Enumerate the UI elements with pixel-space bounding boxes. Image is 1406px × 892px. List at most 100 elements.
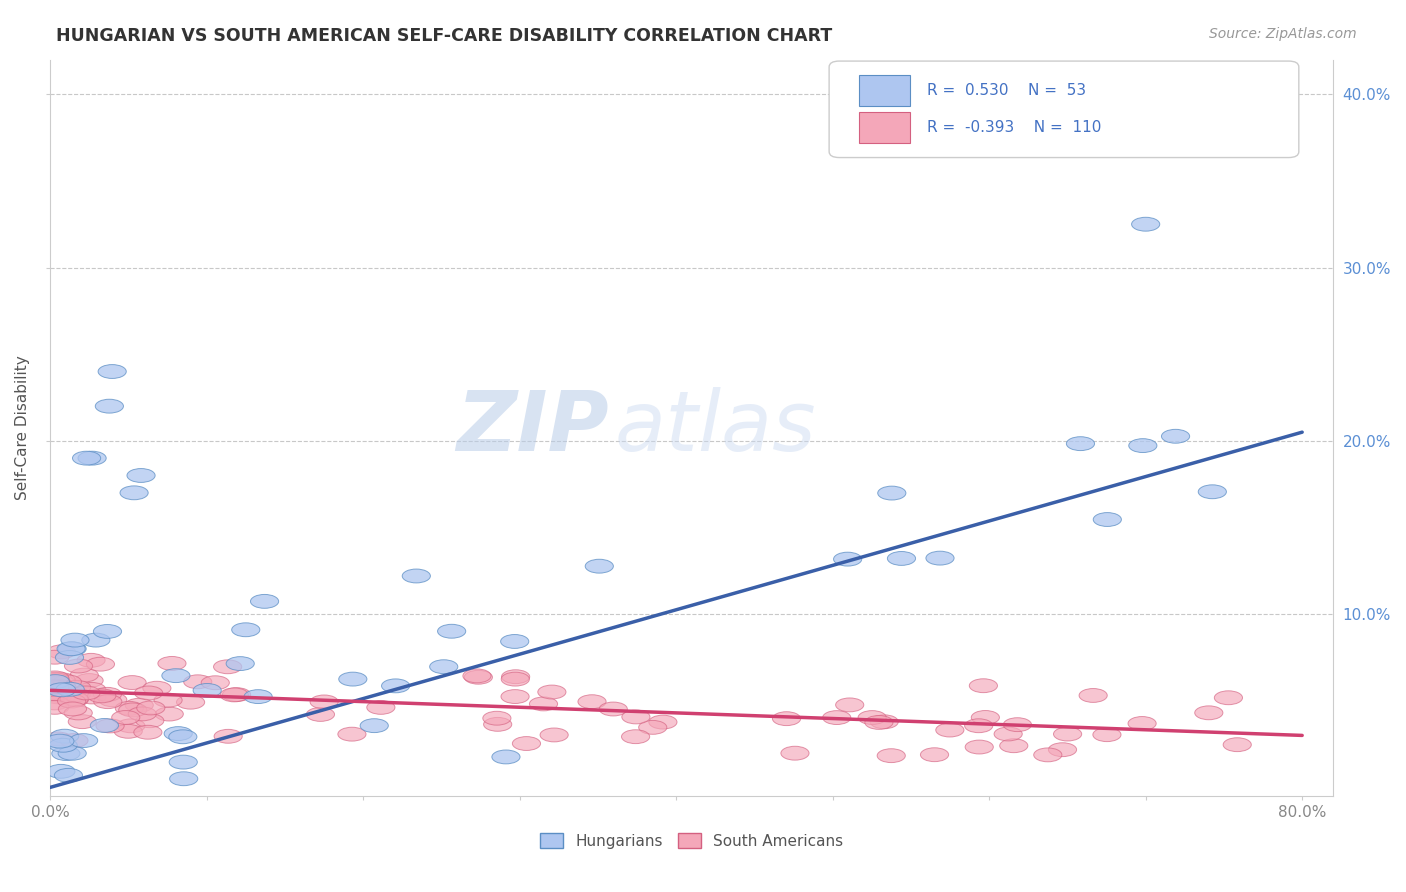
Ellipse shape xyxy=(51,730,79,743)
Ellipse shape xyxy=(41,674,69,689)
Ellipse shape xyxy=(55,650,83,665)
Ellipse shape xyxy=(430,660,458,673)
Ellipse shape xyxy=(226,657,254,671)
Ellipse shape xyxy=(232,623,260,637)
Ellipse shape xyxy=(48,683,76,697)
Ellipse shape xyxy=(1129,439,1157,452)
Text: R =  -0.393    N =  110: R = -0.393 N = 110 xyxy=(927,120,1101,135)
Ellipse shape xyxy=(169,730,197,744)
Ellipse shape xyxy=(90,719,118,732)
Ellipse shape xyxy=(41,700,69,714)
Ellipse shape xyxy=(98,693,127,706)
Ellipse shape xyxy=(877,486,905,500)
Ellipse shape xyxy=(463,669,491,682)
Ellipse shape xyxy=(59,702,87,716)
Ellipse shape xyxy=(41,671,69,685)
Ellipse shape xyxy=(1198,485,1226,499)
Ellipse shape xyxy=(927,551,955,565)
Ellipse shape xyxy=(965,719,993,732)
Ellipse shape xyxy=(44,676,72,690)
Ellipse shape xyxy=(127,468,155,483)
Legend: Hungarians, South Americans: Hungarians, South Americans xyxy=(534,827,849,855)
Ellipse shape xyxy=(193,683,221,698)
Ellipse shape xyxy=(865,715,893,730)
Ellipse shape xyxy=(41,685,69,698)
Ellipse shape xyxy=(93,688,121,701)
Ellipse shape xyxy=(492,750,520,764)
Ellipse shape xyxy=(1033,747,1062,762)
Ellipse shape xyxy=(165,727,193,740)
Ellipse shape xyxy=(48,690,77,703)
Ellipse shape xyxy=(621,730,650,744)
Ellipse shape xyxy=(72,686,100,700)
Ellipse shape xyxy=(921,747,949,762)
Ellipse shape xyxy=(464,670,492,684)
Ellipse shape xyxy=(1128,716,1156,731)
Ellipse shape xyxy=(1092,728,1121,741)
Ellipse shape xyxy=(60,633,89,647)
Ellipse shape xyxy=(77,690,105,704)
Ellipse shape xyxy=(65,706,93,720)
Ellipse shape xyxy=(52,747,80,761)
Ellipse shape xyxy=(311,695,339,709)
FancyBboxPatch shape xyxy=(830,61,1299,158)
Ellipse shape xyxy=(250,594,278,608)
Ellipse shape xyxy=(381,679,409,693)
Ellipse shape xyxy=(136,701,165,714)
Ellipse shape xyxy=(484,717,512,731)
Ellipse shape xyxy=(135,686,163,700)
Ellipse shape xyxy=(994,727,1022,741)
Ellipse shape xyxy=(96,400,124,413)
Ellipse shape xyxy=(538,685,567,699)
Ellipse shape xyxy=(41,673,69,687)
Ellipse shape xyxy=(60,692,89,706)
Ellipse shape xyxy=(111,711,139,724)
Ellipse shape xyxy=(835,698,863,712)
Ellipse shape xyxy=(44,732,72,746)
Ellipse shape xyxy=(367,700,395,714)
Ellipse shape xyxy=(70,668,98,682)
Ellipse shape xyxy=(936,723,965,737)
Ellipse shape xyxy=(965,740,993,754)
Ellipse shape xyxy=(134,725,162,739)
Ellipse shape xyxy=(60,693,89,706)
Ellipse shape xyxy=(887,551,915,566)
Ellipse shape xyxy=(157,657,186,671)
Ellipse shape xyxy=(94,695,122,708)
Text: Source: ZipAtlas.com: Source: ZipAtlas.com xyxy=(1209,27,1357,41)
Ellipse shape xyxy=(638,721,666,734)
Ellipse shape xyxy=(780,747,808,760)
Ellipse shape xyxy=(307,707,335,722)
Ellipse shape xyxy=(1004,718,1032,731)
Ellipse shape xyxy=(46,764,75,778)
Ellipse shape xyxy=(1132,218,1160,231)
Ellipse shape xyxy=(58,694,86,708)
Ellipse shape xyxy=(155,693,183,707)
Ellipse shape xyxy=(502,670,530,683)
Ellipse shape xyxy=(93,624,121,639)
Ellipse shape xyxy=(75,673,103,688)
Ellipse shape xyxy=(858,711,886,724)
Ellipse shape xyxy=(77,653,105,667)
Ellipse shape xyxy=(77,682,105,697)
Y-axis label: Self-Care Disability: Self-Care Disability xyxy=(15,355,30,500)
Ellipse shape xyxy=(1094,513,1122,526)
Ellipse shape xyxy=(53,675,82,689)
Ellipse shape xyxy=(501,673,530,686)
Ellipse shape xyxy=(214,660,242,673)
FancyBboxPatch shape xyxy=(859,75,910,106)
Ellipse shape xyxy=(834,552,862,566)
Ellipse shape xyxy=(56,682,84,697)
Text: HUNGARIAN VS SOUTH AMERICAN SELF-CARE DISABILITY CORRELATION CHART: HUNGARIAN VS SOUTH AMERICAN SELF-CARE DI… xyxy=(56,27,832,45)
Ellipse shape xyxy=(245,690,273,704)
Ellipse shape xyxy=(972,711,1000,724)
Ellipse shape xyxy=(1000,739,1028,753)
Ellipse shape xyxy=(437,624,465,638)
Ellipse shape xyxy=(512,737,540,750)
Ellipse shape xyxy=(501,634,529,648)
Ellipse shape xyxy=(1049,743,1077,756)
Ellipse shape xyxy=(339,673,367,686)
Ellipse shape xyxy=(48,645,76,659)
Ellipse shape xyxy=(360,719,388,732)
Ellipse shape xyxy=(1161,429,1189,443)
